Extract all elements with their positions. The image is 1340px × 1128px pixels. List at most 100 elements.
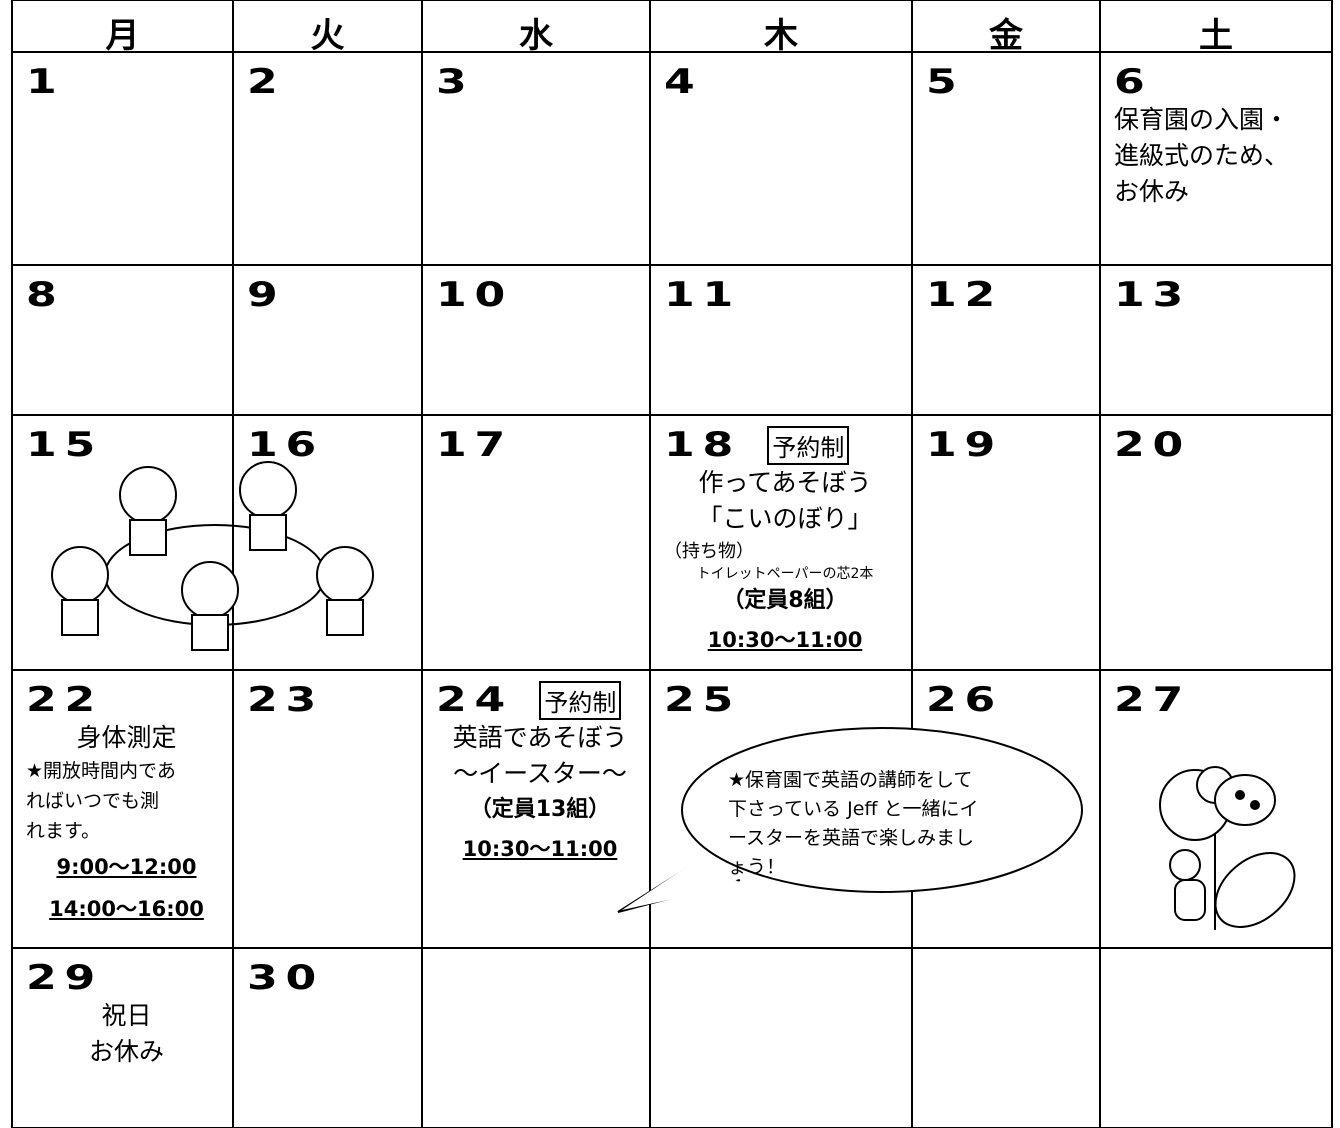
line: お休み [1114, 177, 1190, 206]
day-row: 5 [926, 62, 957, 102]
day-row: 22 [26, 680, 95, 720]
tag: 予約制 [767, 425, 850, 465]
day-row: 1 [26, 62, 57, 102]
day-row: 13 [1114, 275, 1183, 315]
day-cell: 24 予約制英語であそぼう ～イースター～ （定員13組） 10:30～11:00 [422, 670, 650, 948]
day-row: 29 [26, 958, 95, 998]
day-row: 4 [664, 62, 695, 102]
day-cell: 19 [912, 415, 1100, 670]
day-cell: 17 [422, 415, 650, 670]
title: 作ってあそぼう [698, 468, 872, 497]
day-row: 16 [247, 425, 316, 465]
day-cell: 10 [422, 265, 650, 415]
bubble-line: ★保育園で英語の講師をして [728, 769, 973, 791]
day: 6 [1114, 62, 1153, 102]
title: 英語であそぼう [452, 723, 628, 752]
day-row: 11 [664, 275, 733, 315]
day: 4 [664, 62, 703, 102]
day-cell: 13 [1100, 265, 1332, 415]
day-row: 25 [664, 680, 733, 720]
day-cell: 8 [12, 265, 233, 415]
notes: ★開放時間内であ [26, 760, 176, 782]
day: 25 [664, 680, 742, 720]
day-cell: 2 [233, 52, 422, 265]
ladybug-illustration [1159, 766, 1296, 930]
day: 5 [926, 62, 965, 102]
day-row: 12 [926, 275, 995, 315]
day-row: 18 予約制 [664, 425, 850, 465]
day: 27 [1114, 680, 1192, 720]
day-cell: 15 [12, 415, 233, 670]
notes: れます。 [26, 820, 101, 842]
items: トイレットペーパーの芯2本 [696, 566, 874, 582]
day: 20 [1114, 425, 1192, 465]
day: 12 [926, 275, 1004, 315]
title: 身体測定 [76, 723, 177, 752]
day-cell: 1 [12, 52, 233, 265]
subtitle: 「こいのぼり」 [697, 504, 873, 533]
day: 16 [247, 425, 325, 465]
day-row: 24 予約制 [436, 680, 622, 720]
hd: 土 [1199, 16, 1233, 56]
day: 15 [26, 425, 104, 465]
bubble-line: 下さっている Jeff と一緒にイ [728, 798, 979, 820]
day-cell: 11 [650, 265, 912, 415]
day: 22 [26, 680, 104, 720]
day-cell: 18 予約制作ってあそぼう 「こいのぼり」 （持ち物） トイレットペーパーの芯2本 （定員… [650, 415, 912, 670]
day-cell: 16 [233, 415, 422, 670]
day: 3 [436, 62, 475, 102]
tag: 予約制 [539, 680, 622, 720]
day-cell: 4 [650, 52, 912, 265]
day-cell: 6 保育園の入園・ 進級式のため、 お休み [1100, 52, 1332, 265]
day: 29 [26, 958, 104, 998]
day-cell: 29 祝日 お休み [12, 948, 233, 1128]
kids-illustration [51, 461, 374, 651]
day-cell: 25 [650, 670, 912, 948]
hd: 火 [310, 16, 345, 56]
capacity: （定員13組） [469, 797, 611, 822]
day-cell: 23 [233, 670, 422, 948]
day-cell: 27 [1100, 670, 1332, 948]
day-cell: 5 [912, 52, 1100, 265]
hd: 木 [764, 16, 798, 56]
day-row: 9 [247, 275, 278, 315]
day-row: 2 [247, 62, 278, 102]
time: 10:30～11:00 [462, 837, 618, 861]
hd: 水 [519, 16, 553, 56]
line: 保育園の入園・ [1114, 105, 1290, 134]
hd: 月 [105, 16, 140, 56]
time: 10:30～11:00 [707, 628, 863, 652]
day: 17 [436, 425, 514, 465]
day-row: 15 [26, 425, 95, 465]
day-cell: 26 [912, 670, 1100, 948]
day: 1 [26, 62, 65, 102]
capacity: （定員8組） [722, 588, 848, 613]
day-row: 20 [1114, 425, 1183, 465]
day: 10 [436, 275, 514, 315]
hd: 金 [989, 16, 1023, 56]
notes: ればいつでも測 [26, 790, 160, 812]
times: 14:00～16:00 [49, 897, 204, 921]
day-row: 30 [247, 958, 316, 998]
day: 23 [247, 680, 325, 720]
day: 26 [926, 680, 1004, 720]
day: 8 [26, 275, 65, 315]
day-cell: 22 身体測定 ★開放時間内であ ればいつでも測 れます。 9:00～12:00 14:00… [12, 670, 233, 948]
day-cell: 30 [233, 948, 422, 1128]
line: 進級式のため、 [1114, 141, 1290, 170]
day-row: 23 [247, 680, 316, 720]
day: 9 [247, 275, 286, 315]
day-row: 3 [436, 62, 467, 102]
day-cell: 9 [233, 265, 422, 415]
subtitle: ～イースター～ [453, 759, 627, 788]
day-cell: 20 [1100, 415, 1332, 670]
items-label: （持ち物） [664, 541, 754, 562]
day-row: 10 [436, 275, 505, 315]
day: 18 [664, 425, 742, 465]
day-row: 8 [26, 275, 57, 315]
bubble-line: ースターを英語で楽しみまし [728, 827, 975, 849]
day-row: 17 [436, 425, 505, 465]
speech-bubble [617, 727, 1083, 913]
